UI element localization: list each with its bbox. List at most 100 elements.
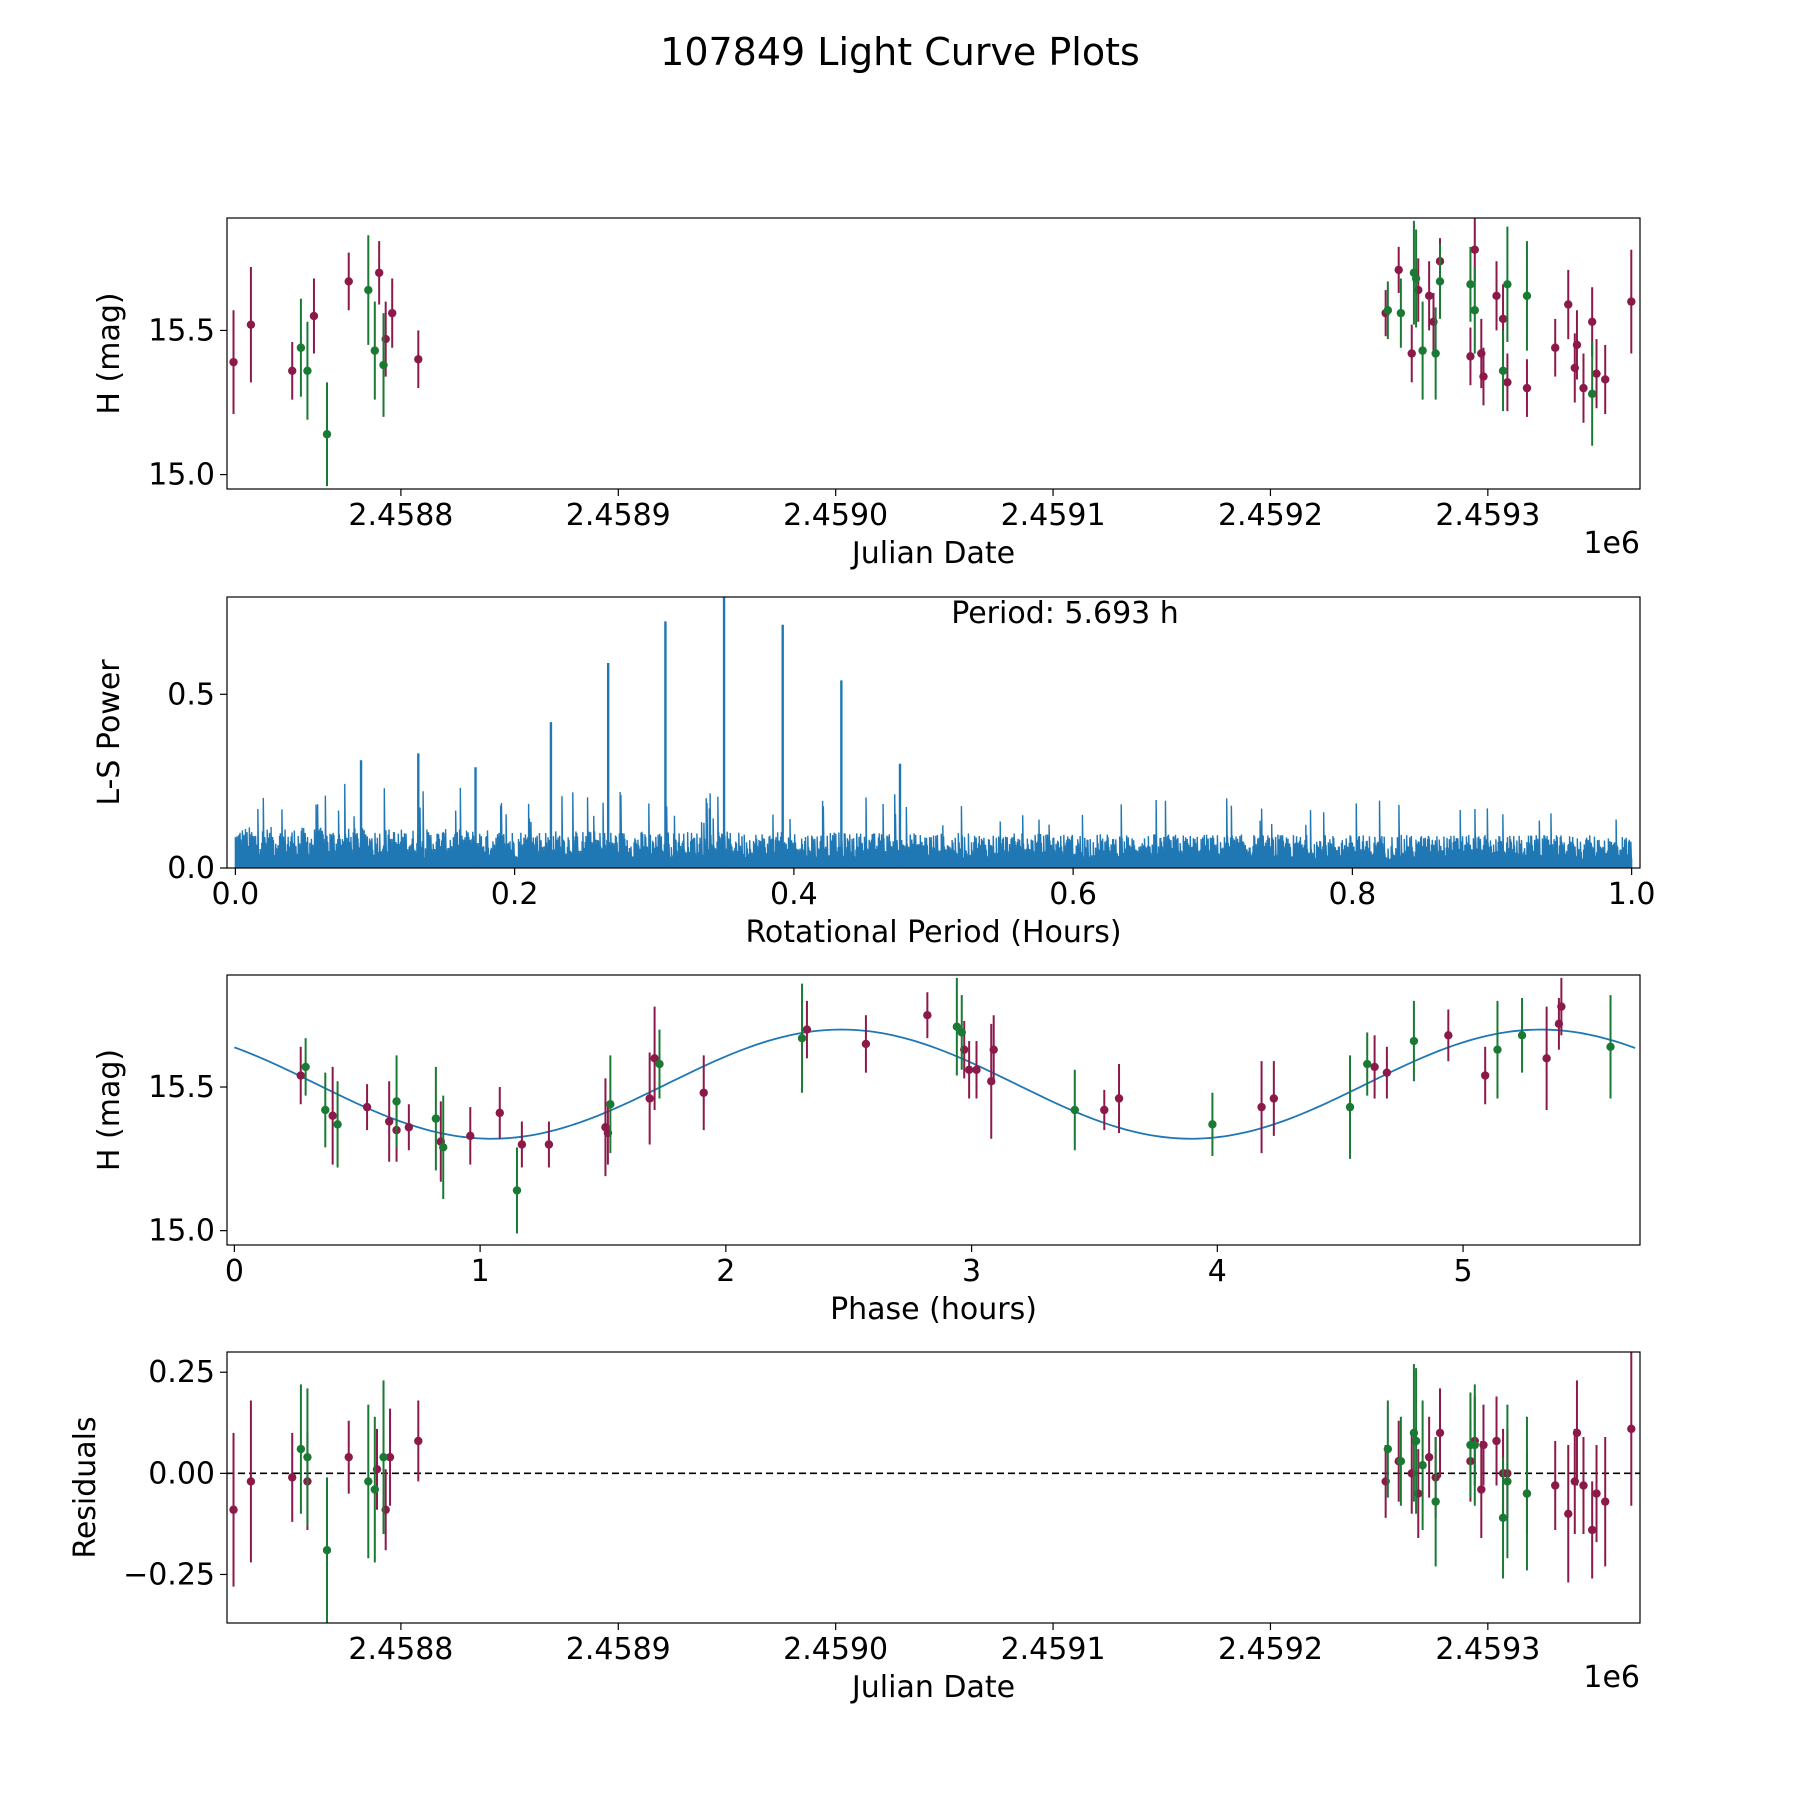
y-tick-label: 0.0: [167, 851, 215, 886]
x-tick-label: 0.8: [1329, 877, 1377, 912]
data-point-purple: [246, 1477, 256, 1486]
data-point-purple: [1466, 352, 1475, 361]
data-point-purple: [699, 1088, 708, 1097]
data-point-green: [1383, 306, 1393, 315]
data-point-purple: [1479, 372, 1488, 381]
data-point-purple: [288, 366, 297, 375]
data-point-green: [1345, 1102, 1355, 1112]
data-point-green: [1070, 1105, 1080, 1115]
y-tick-label: 15.5: [148, 313, 215, 348]
periodogram-noise: [234, 783, 1633, 869]
data-point-purple: [1601, 375, 1610, 384]
data-point-purple: [1551, 343, 1560, 352]
y-tick-label: −0.25: [123, 1557, 215, 1592]
data-point-purple: [288, 1473, 297, 1482]
data-point-purple: [1100, 1105, 1109, 1115]
plot-frame: [226, 217, 1641, 490]
data-point-purple: [344, 1452, 353, 1462]
data-point-purple: [495, 1108, 504, 1118]
y-tick-label: 15.0: [148, 458, 215, 493]
data-point-green: [301, 1062, 310, 1072]
y-axis-label: H (mag): [92, 1049, 127, 1171]
data-point-purple: [1492, 1436, 1501, 1446]
data-point-purple: [1470, 245, 1479, 254]
x-tick-label: 2.4589: [566, 1632, 671, 1667]
data-point-purple: [1269, 1094, 1279, 1103]
data-point-purple: [1564, 300, 1573, 309]
data-point-purple: [246, 320, 256, 329]
data-point-purple: [344, 277, 353, 286]
chart-panel-periodogram: 0.0 0.2 0.4 0.6 0.8 1.0 0.0 0.5 Rotational Perio…: [92, 596, 1655, 950]
y-tick-label: 0.25: [148, 1355, 215, 1390]
data-point-green: [606, 1100, 615, 1109]
data-point-purple: [923, 1011, 932, 1020]
data-point-purple: [1479, 1440, 1488, 1450]
x-tick-label: 2.4589: [566, 498, 671, 533]
data-point-purple: [1382, 1068, 1392, 1077]
x-offset-label: 1e6: [1583, 1660, 1640, 1695]
data-point-purple: [1601, 1497, 1610, 1506]
data-point-purple: [1627, 297, 1636, 306]
data-point-purple: [1477, 1485, 1486, 1494]
y-tick-label: 15.0: [148, 1214, 215, 1249]
data-point-green: [379, 360, 388, 370]
data-point-purple: [1498, 314, 1508, 324]
data-point-purple: [404, 1123, 414, 1132]
data-point-purple: [1627, 1424, 1636, 1434]
data-point-green: [1470, 306, 1479, 315]
x-offset-label: 1e6: [1583, 526, 1640, 561]
data-point-green: [322, 1545, 332, 1555]
data-point-green: [364, 1477, 373, 1486]
data-point-green: [1470, 1440, 1479, 1450]
x-tick-label: 2.4588: [348, 498, 453, 533]
data-point-purple: [1592, 369, 1601, 378]
chart-panel-phase-fold: 0 1 2 3 4 5 15.0 15.5 Phase (hours) H (mag): [92, 974, 1641, 1327]
data-point-green: [655, 1059, 664, 1069]
data-point-green: [1431, 349, 1440, 358]
data-point-green: [296, 1444, 306, 1454]
data-point-green: [1411, 274, 1421, 283]
plot-frame: [226, 596, 1641, 869]
data-point-purple: [989, 1045, 998, 1054]
data-point-purple: [1492, 291, 1501, 301]
data-point-purple: [964, 1065, 974, 1074]
x-axis-label: Julian Date: [850, 1670, 1015, 1705]
x-tick-label: 3: [962, 1254, 981, 1289]
data-point-green: [1396, 308, 1406, 318]
data-point-green: [1587, 389, 1597, 399]
y-axis-label: H (mag): [92, 292, 127, 414]
data-point-green: [1503, 1477, 1512, 1486]
data-point-green: [1396, 1457, 1406, 1466]
data-point-purple: [466, 1131, 475, 1141]
data-point-purple: [1587, 317, 1597, 326]
data-point-green: [321, 1105, 330, 1115]
x-tick-label: 2.4593: [1435, 498, 1540, 533]
data-point-purple: [1424, 291, 1434, 301]
data-point-purple: [1257, 1102, 1266, 1112]
data-point-purple: [1522, 383, 1532, 393]
data-point-green: [1498, 366, 1508, 375]
data-point-purple: [385, 1452, 395, 1462]
data-point-green: [1418, 346, 1427, 355]
data-point-green: [512, 1186, 522, 1195]
data-point-purple: [1592, 1489, 1601, 1498]
data-point-green: [439, 1143, 448, 1152]
x-tick-label: 2.4592: [1218, 498, 1323, 533]
data-point-green: [1435, 277, 1445, 286]
data-point-purple: [645, 1094, 654, 1103]
data-point-purple: [414, 355, 423, 364]
x-tick-label: 2.4592: [1218, 1632, 1323, 1667]
x-tick-label: 0: [225, 1254, 244, 1289]
x-axis-label: Julian Date: [850, 536, 1015, 571]
data-point-purple: [1587, 1525, 1597, 1535]
data-point-green: [1522, 291, 1532, 301]
chart-panel-light-curve: 2.4588 2.4589 2.4590 2.4591 2.4592 2.4593 15.0…: [92, 217, 1641, 571]
data-point-green: [1503, 280, 1512, 289]
data-point-purple: [1542, 1054, 1551, 1063]
data-point-purple: [1424, 1452, 1434, 1462]
data-point-purple: [229, 1505, 238, 1514]
x-tick-label: 0.6: [1049, 877, 1097, 912]
data-point-green: [303, 1452, 312, 1462]
x-tick-label: 2.4590: [783, 1632, 888, 1667]
data-point-green: [1363, 1059, 1372, 1069]
